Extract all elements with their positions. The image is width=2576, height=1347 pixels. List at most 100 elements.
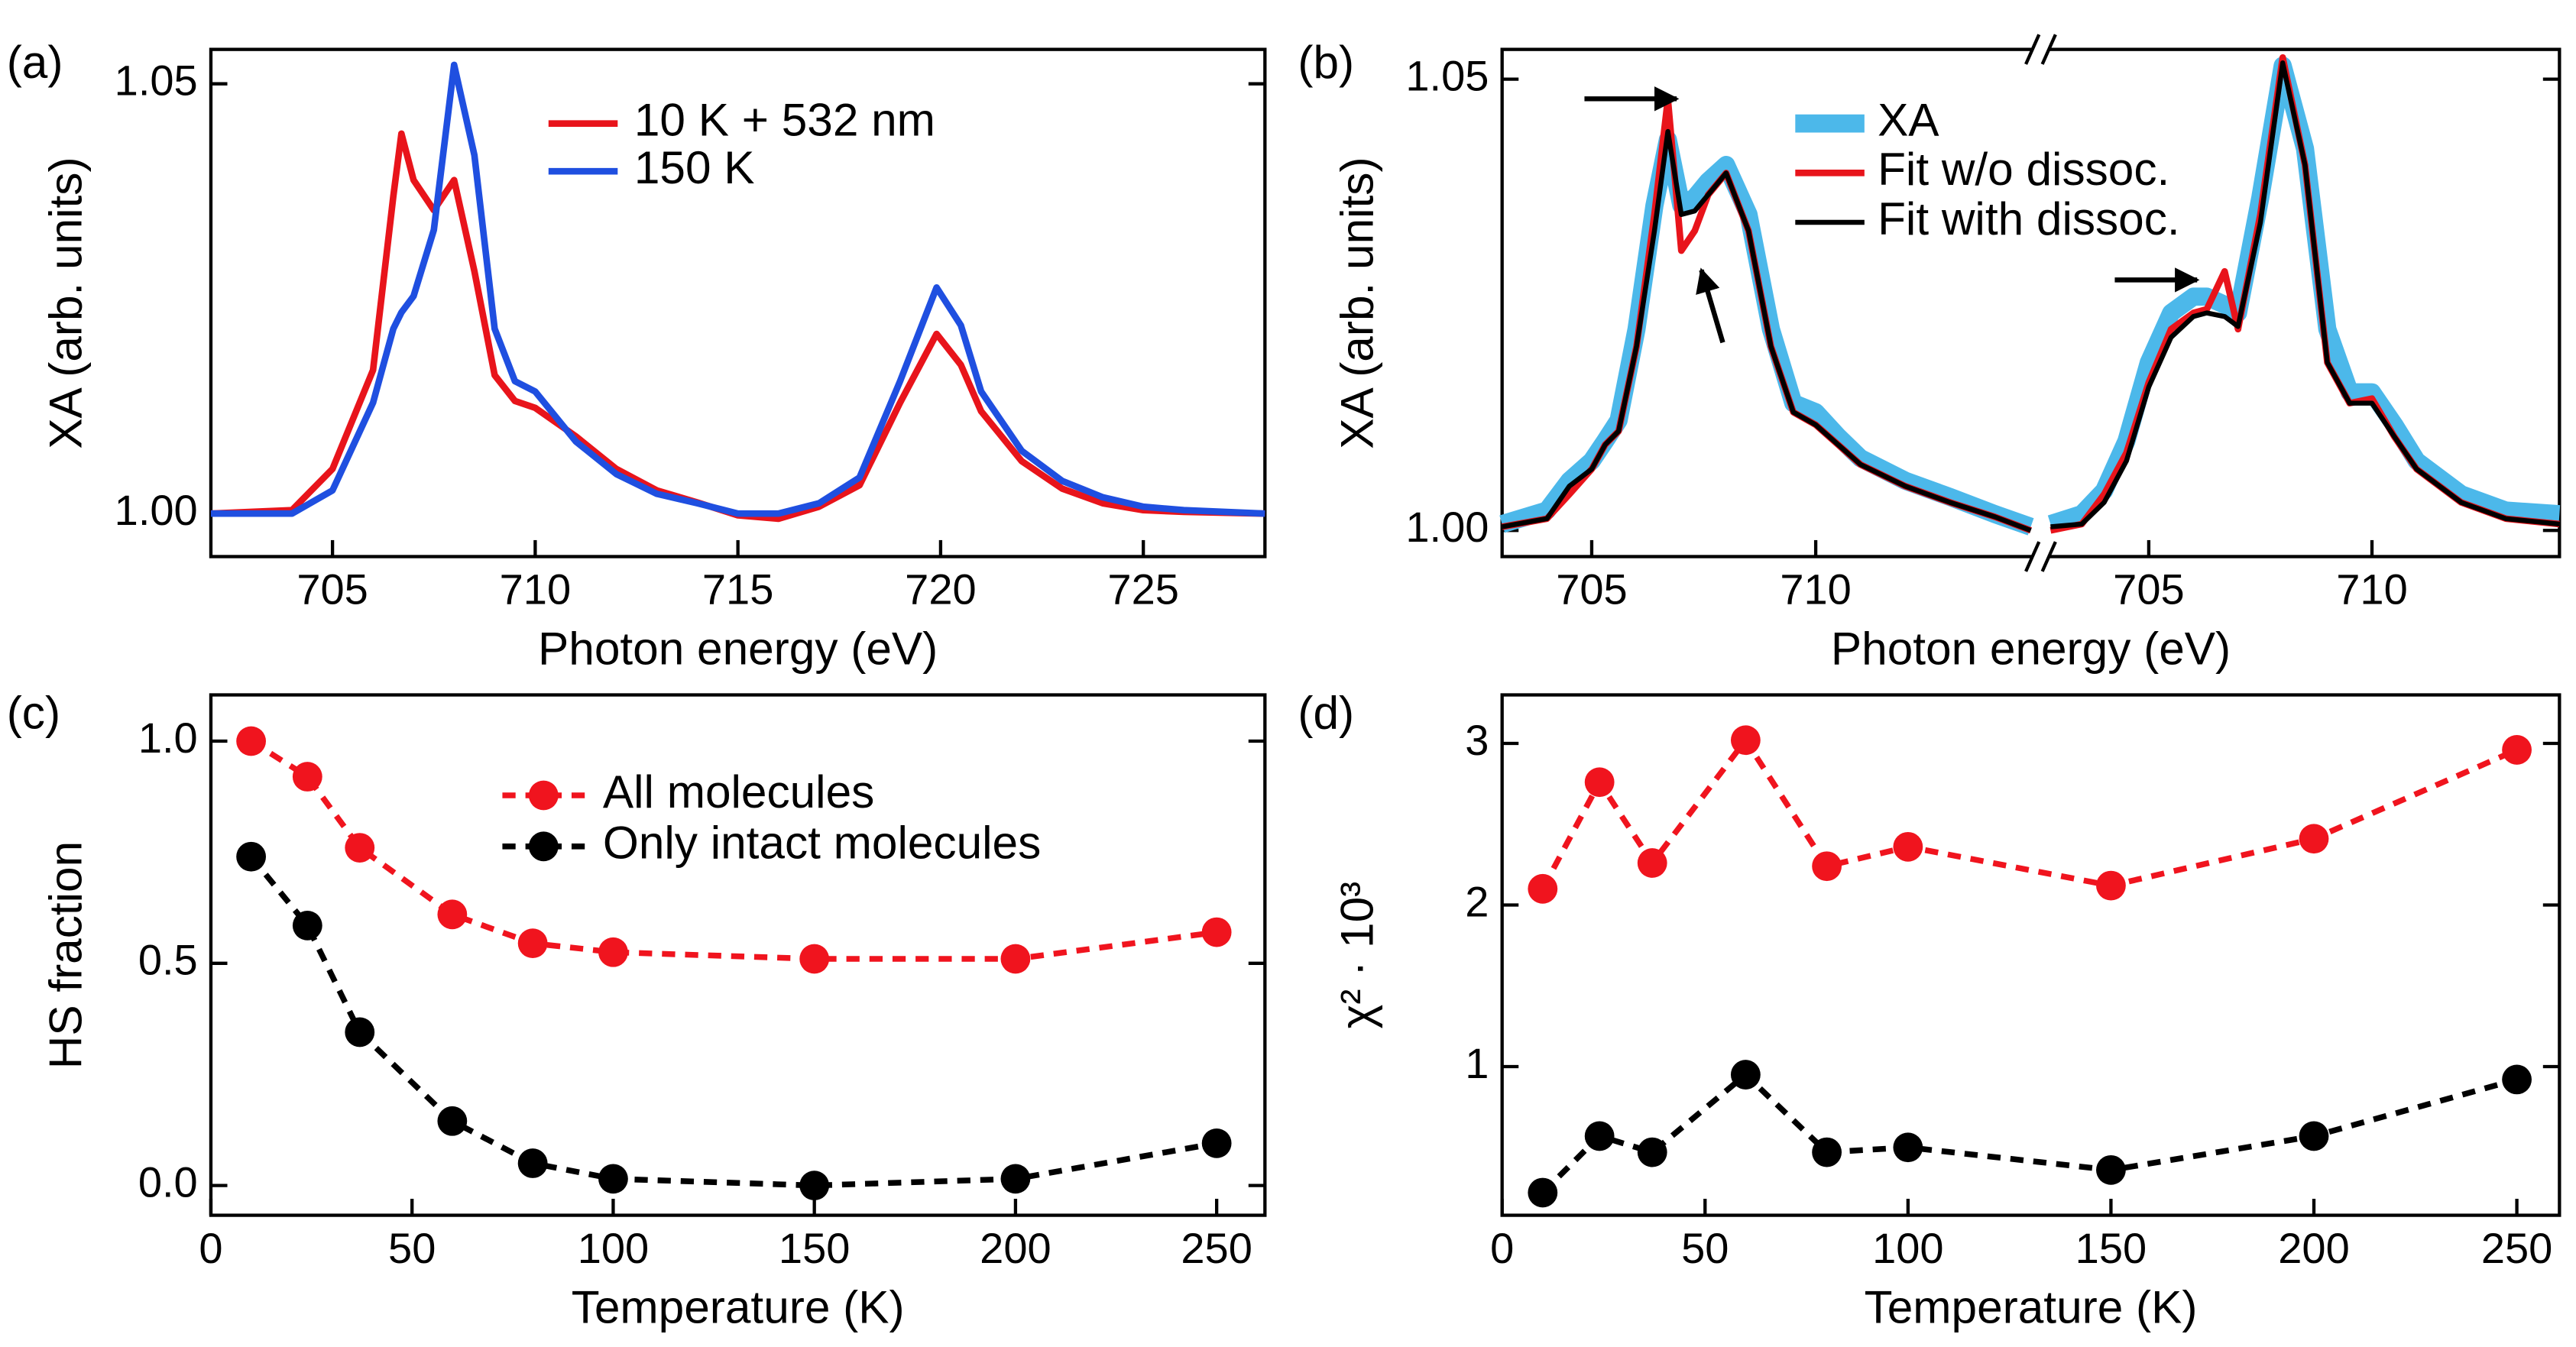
x-tick-label: 0: [199, 1224, 222, 1272]
data-point: [236, 841, 267, 872]
data-point: [292, 762, 322, 792]
legend-label: XA: [1878, 94, 1939, 146]
axis-break-mark: [2024, 34, 2041, 65]
y-tick-label: 0.0: [138, 1158, 198, 1206]
data-point: [2096, 1154, 2126, 1185]
series-line: [2050, 60, 2560, 529]
data-point: [1637, 1137, 1667, 1167]
panel-label: (c): [7, 686, 60, 738]
data-point: [236, 726, 267, 756]
x-tick-label: 150: [779, 1224, 850, 1272]
panel: 1.00 1.05 705 710 715 720 725 Photon energy (eV…: [7, 36, 1267, 674]
data-point: [2299, 824, 2329, 854]
data-point: [799, 1171, 830, 1201]
x-tick-label: 705: [2113, 565, 2184, 614]
data-point: [2502, 1064, 2532, 1095]
data-point: [1637, 848, 1667, 878]
data-point: [1584, 1121, 1615, 1151]
y-axis-label: HS fraction: [40, 841, 92, 1069]
x-axis-label: Temperature (K): [572, 1281, 905, 1333]
data-point: [1000, 1164, 1031, 1194]
y-axis-label: XA (arb. units): [40, 157, 92, 448]
panel-label: (b): [1298, 36, 1354, 88]
x-tick-label: 710: [1780, 565, 1851, 614]
data-point: [1528, 1177, 1558, 1208]
panel: 0.0 0.5 1.0 0 50 100 150 200 250 Temperature (K) H…: [7, 686, 1267, 1333]
panel-label: (a): [7, 36, 63, 88]
data-point: [1730, 725, 1761, 756]
data-point: [437, 899, 468, 930]
data-point: [292, 910, 322, 941]
y-tick-label: 1.05: [115, 56, 198, 104]
legend-label: Fit with dissoc.: [1878, 193, 2180, 244]
y-tick-label: 1.0: [138, 714, 198, 762]
axis-break-mark: [2024, 541, 2041, 572]
legend-label: All molecules: [603, 766, 874, 818]
data-point: [1201, 917, 1232, 947]
series-line: [1541, 1071, 2518, 1195]
x-tick-label: 725: [1107, 565, 1178, 614]
data-point: [1201, 1128, 1232, 1158]
data-point: [799, 944, 830, 974]
data-point: [1812, 851, 1842, 882]
x-tick-label: 715: [702, 565, 773, 614]
y-tick-label: 1.00: [115, 486, 198, 534]
data-point: [1528, 873, 1558, 904]
y-axis-label: χ² · 10³: [1330, 882, 1382, 1029]
x-tick-label: 100: [1872, 1224, 1943, 1272]
legend-label: 10 K + 532 nm: [634, 94, 935, 146]
axis-break-gap: [2032, 44, 2049, 55]
x-tick-label: 710: [2336, 565, 2407, 614]
legend-marker: [528, 780, 559, 811]
x-tick-label: 720: [905, 565, 976, 614]
series-line: [1502, 128, 2032, 533]
x-tick-label: 150: [2075, 1224, 2147, 1272]
axis-break-mark: [2040, 541, 2057, 572]
x-tick-label: 200: [980, 1224, 1051, 1272]
x-axis-label: Photon energy (eV): [1831, 622, 2231, 674]
legend-marker: [528, 831, 559, 862]
x-tick-label: 250: [2481, 1224, 2552, 1272]
y-tick-label: 2: [1465, 877, 1489, 925]
data-point: [437, 1106, 468, 1136]
annotation-arrow: [1696, 267, 1725, 344]
data-point: [1730, 1060, 1761, 1090]
y-tick-label: 3: [1465, 716, 1489, 764]
x-tick-label: 705: [296, 565, 368, 614]
data-point: [517, 1148, 548, 1178]
axis-break-mark: [2040, 34, 2057, 65]
x-tick-label: 710: [500, 565, 571, 614]
series-line: [248, 854, 1217, 1189]
legend-label: Fit w/o dissoc.: [1878, 143, 2169, 195]
data-point: [1000, 944, 1031, 974]
x-tick-label: 0: [1490, 1224, 1514, 1272]
y-axis-label: XA (arb. units): [1330, 157, 1382, 448]
data-point: [1812, 1137, 1842, 1167]
series-line: [210, 61, 1265, 517]
data-point: [598, 937, 628, 967]
legend-label: 150 K: [634, 141, 755, 193]
x-tick-label: 50: [388, 1224, 436, 1272]
y-tick-label: 0.5: [138, 936, 198, 984]
x-tick-label: 200: [2278, 1224, 2349, 1272]
x-tick-label: 50: [1681, 1224, 1729, 1272]
axis-break-gap: [2032, 552, 2049, 562]
data-point: [517, 928, 548, 959]
data-point: [598, 1164, 628, 1194]
x-tick-label: 250: [1181, 1224, 1252, 1272]
data-point: [345, 833, 375, 863]
x-tick-label: 705: [1556, 565, 1627, 614]
data-point: [1584, 767, 1615, 798]
x-axis-label: Photon energy (eV): [538, 622, 938, 674]
data-point: [1893, 831, 1923, 862]
data-point: [2299, 1121, 2329, 1151]
x-axis-label: Temperature (K): [1865, 1281, 2198, 1333]
y-tick-label: 1: [1465, 1039, 1489, 1087]
x-tick-label: 100: [578, 1224, 649, 1272]
plot-frame: [209, 693, 1267, 1217]
panel-label: (d): [1298, 686, 1354, 738]
data-point: [1893, 1132, 1923, 1163]
plot-frame: [1500, 693, 2561, 1217]
